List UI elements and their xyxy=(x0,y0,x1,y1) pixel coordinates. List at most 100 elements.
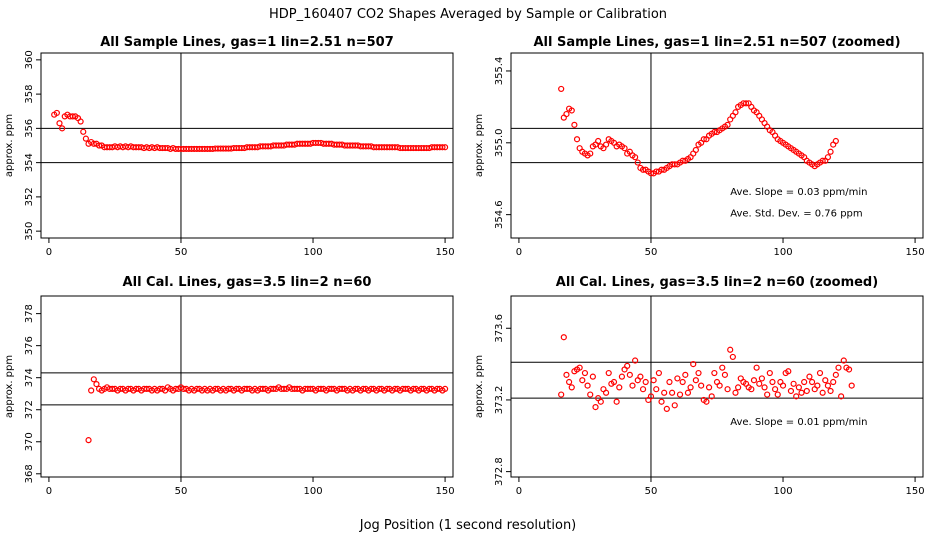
data-point xyxy=(338,385,346,393)
data-point xyxy=(621,145,628,152)
data-point xyxy=(602,141,610,148)
data-point xyxy=(692,146,699,154)
data-point xyxy=(639,386,647,393)
y-axis-label: approx. ppm xyxy=(474,114,485,177)
x-tick-label: 100 xyxy=(303,247,322,258)
data-point xyxy=(93,380,100,388)
data-point xyxy=(587,391,594,398)
data-point xyxy=(816,369,824,377)
data-point xyxy=(172,385,179,393)
data-point xyxy=(655,369,662,377)
y-tick-label: 356 xyxy=(24,119,35,138)
data-point xyxy=(143,385,150,393)
data-point xyxy=(732,389,739,396)
data-point xyxy=(568,107,575,114)
data-point xyxy=(679,157,686,164)
data-point xyxy=(711,369,718,377)
data-point xyxy=(716,382,723,389)
data-point xyxy=(573,136,581,143)
data-point xyxy=(441,385,449,393)
x-tick-label: 150 xyxy=(906,247,925,258)
data-point xyxy=(563,371,570,378)
x-tick-label: 0 xyxy=(46,486,52,497)
data-point xyxy=(666,378,673,386)
data-point xyxy=(629,382,636,389)
data-point xyxy=(317,385,325,393)
data-point xyxy=(766,369,773,377)
data-point xyxy=(375,385,383,393)
data-point xyxy=(77,118,84,125)
data-point xyxy=(233,385,240,393)
data-point xyxy=(761,384,768,391)
panel-all-sample-lines-zoomed: All Sample Lines, gas=1 lin=2.51 n=507 (… xyxy=(474,35,925,258)
data-point xyxy=(798,389,805,396)
data-point xyxy=(801,378,808,386)
annotation: Ave. Slope = 0.01 ppm/min xyxy=(730,417,867,428)
data-point xyxy=(568,384,575,391)
data-point xyxy=(732,109,739,116)
data-point xyxy=(824,154,832,161)
data-point xyxy=(719,364,726,371)
data-point xyxy=(819,157,826,164)
data-point xyxy=(212,385,219,393)
data-point xyxy=(642,378,649,386)
plot-frame xyxy=(510,52,924,239)
data-point xyxy=(653,168,660,175)
data-point xyxy=(756,380,763,387)
data-point xyxy=(56,120,63,127)
data-point xyxy=(243,385,251,393)
data-point xyxy=(618,373,626,380)
data-point xyxy=(132,385,140,393)
data-point xyxy=(410,385,417,393)
data-point xyxy=(663,405,670,413)
data-point xyxy=(819,389,826,396)
panel-all-cal-lines-zoomed: All Cal. Lines, gas=3.5 lin=2 n=60 (zoom… xyxy=(474,275,925,497)
y-axis-label: approx. ppm xyxy=(4,355,15,418)
data-point xyxy=(587,150,594,157)
data-point xyxy=(418,385,425,393)
data-point xyxy=(848,382,855,389)
data-point xyxy=(402,385,409,393)
data-point xyxy=(769,378,776,386)
data-point xyxy=(576,364,583,371)
data-point xyxy=(90,376,97,383)
data-point xyxy=(53,109,60,117)
data-point xyxy=(814,382,821,389)
data-point xyxy=(806,373,813,380)
data-point xyxy=(589,373,596,380)
data-point xyxy=(774,391,781,398)
data-point xyxy=(616,384,623,391)
data-point xyxy=(676,391,684,398)
data-point xyxy=(687,384,694,391)
data-point xyxy=(838,393,845,400)
data-point xyxy=(613,398,620,405)
data-point xyxy=(793,393,800,400)
data-point xyxy=(779,382,787,389)
y-tick-label: 373.6 xyxy=(494,314,505,343)
y-tick-label: 372 xyxy=(24,400,35,419)
data-point xyxy=(82,135,89,142)
data-point xyxy=(571,121,578,128)
panel-title: All Cal. Lines, gas=3.5 lin=2 n=60 (zoom… xyxy=(556,275,878,290)
data-point xyxy=(772,386,779,393)
data-point xyxy=(785,368,792,375)
data-point xyxy=(563,110,570,118)
y-tick-label: 354.6 xyxy=(494,200,505,229)
x-tick-label: 100 xyxy=(773,247,792,258)
data-point xyxy=(795,384,802,391)
data-point xyxy=(125,385,132,393)
data-point xyxy=(566,378,573,386)
y-tick-label: 350 xyxy=(24,222,35,241)
y-tick-label: 352 xyxy=(24,187,35,206)
data-point xyxy=(669,389,676,396)
data-point xyxy=(835,364,842,371)
x-tick-label: 50 xyxy=(175,247,188,258)
data-point xyxy=(259,385,266,393)
data-point xyxy=(824,382,832,389)
data-point xyxy=(626,371,633,378)
data-point xyxy=(156,385,163,393)
y-tick-label: 378 xyxy=(24,304,35,323)
data-point xyxy=(661,389,668,396)
data-point xyxy=(632,154,639,161)
